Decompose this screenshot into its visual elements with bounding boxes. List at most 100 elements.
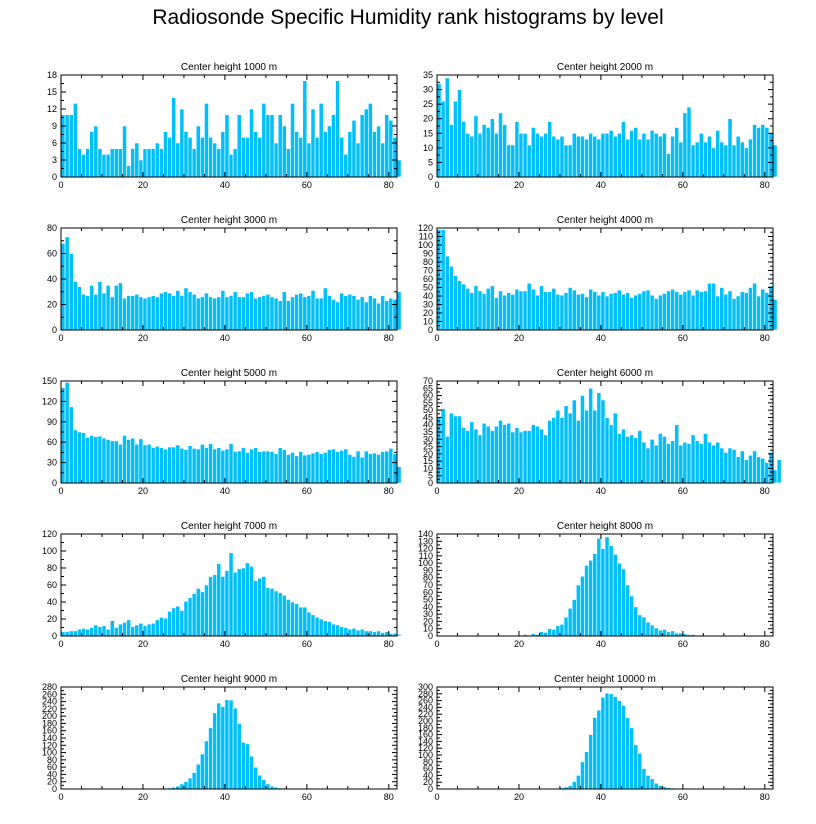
bar [461,427,466,484]
bar [232,451,238,484]
bar [641,132,647,178]
y-tick-label: 40 [423,770,433,780]
bar [261,576,267,637]
bar [444,255,450,331]
bar [547,420,553,484]
bar [228,699,234,790]
y-tick-label: 20 [47,777,57,787]
bar [228,154,234,178]
bar [649,624,655,637]
bar [269,296,275,331]
bar [335,301,340,331]
y-tick-label: 35 [423,70,433,80]
bar [489,118,495,178]
bar [200,137,205,178]
y-tick-label: 80 [47,563,57,573]
x-tick-label: 80 [760,486,770,496]
y-tick-label: 60 [423,764,433,774]
bar [195,125,201,178]
x-tick-label: 0 [58,792,63,802]
bar [240,742,246,790]
bar [637,752,643,790]
bar [220,576,226,637]
bar [576,293,581,331]
bar [522,430,528,484]
bar [335,451,340,484]
bar [711,282,716,331]
y-tick-label: 200 [418,716,433,726]
bar [294,293,299,331]
bars [555,692,684,790]
bar [232,707,238,790]
bar [719,141,725,178]
y-tick-label: 40 [47,597,57,607]
bar [384,450,390,484]
bar [286,148,291,178]
bar [195,763,201,790]
bar [187,137,193,178]
panel-title: Center height 9000 m [181,674,277,685]
x-tick-label: 80 [384,792,394,802]
bar [559,624,565,637]
y-tick-label: 40 [423,602,433,612]
bar [93,293,99,331]
bar [530,288,536,331]
bar [355,450,361,484]
bar [195,448,201,484]
bar [89,627,95,637]
bar [396,466,402,484]
bar [662,629,667,637]
bar [105,439,111,484]
bar [489,285,495,331]
bar [261,295,267,331]
bar [551,288,557,331]
y-tick-label: 15 [423,456,433,466]
bar [744,459,749,484]
bar [122,622,127,637]
x-tick-label: 20 [514,333,524,343]
y-tick-label: 50 [423,283,433,293]
bar [195,588,201,637]
bar [555,138,561,178]
bar [236,568,242,637]
bar [768,285,774,331]
bar [72,429,78,484]
y-tick-label: 65 [423,383,433,393]
bar [600,399,606,484]
bar [731,144,737,178]
bar [776,459,782,484]
bar [592,409,598,484]
y-tick-label: 220 [42,704,57,714]
bar [764,292,770,331]
y-tick-label: 25 [423,442,433,452]
x-tick-label: 20 [514,180,524,190]
bar [228,443,234,484]
bar [109,440,115,484]
bar [101,154,107,178]
bar [384,631,390,637]
bar [273,453,279,484]
bar [138,296,144,331]
bar [649,778,655,790]
y-tick-label: 90 [423,249,433,259]
bar [171,97,177,178]
bar [208,576,213,637]
bar [539,285,544,331]
bar [567,412,573,484]
bar [335,80,340,178]
bar [592,135,598,178]
bar [489,430,495,484]
bar [662,132,667,178]
bar [212,142,218,178]
bar [748,138,753,178]
bar [81,154,86,178]
bar [711,147,716,178]
bar [608,424,614,484]
panel-title: Center height 1000 m [181,62,277,73]
bar [604,692,610,790]
bar [306,611,312,637]
bar [539,135,544,178]
bar [616,289,622,331]
bar [204,292,209,331]
bar [191,772,197,790]
